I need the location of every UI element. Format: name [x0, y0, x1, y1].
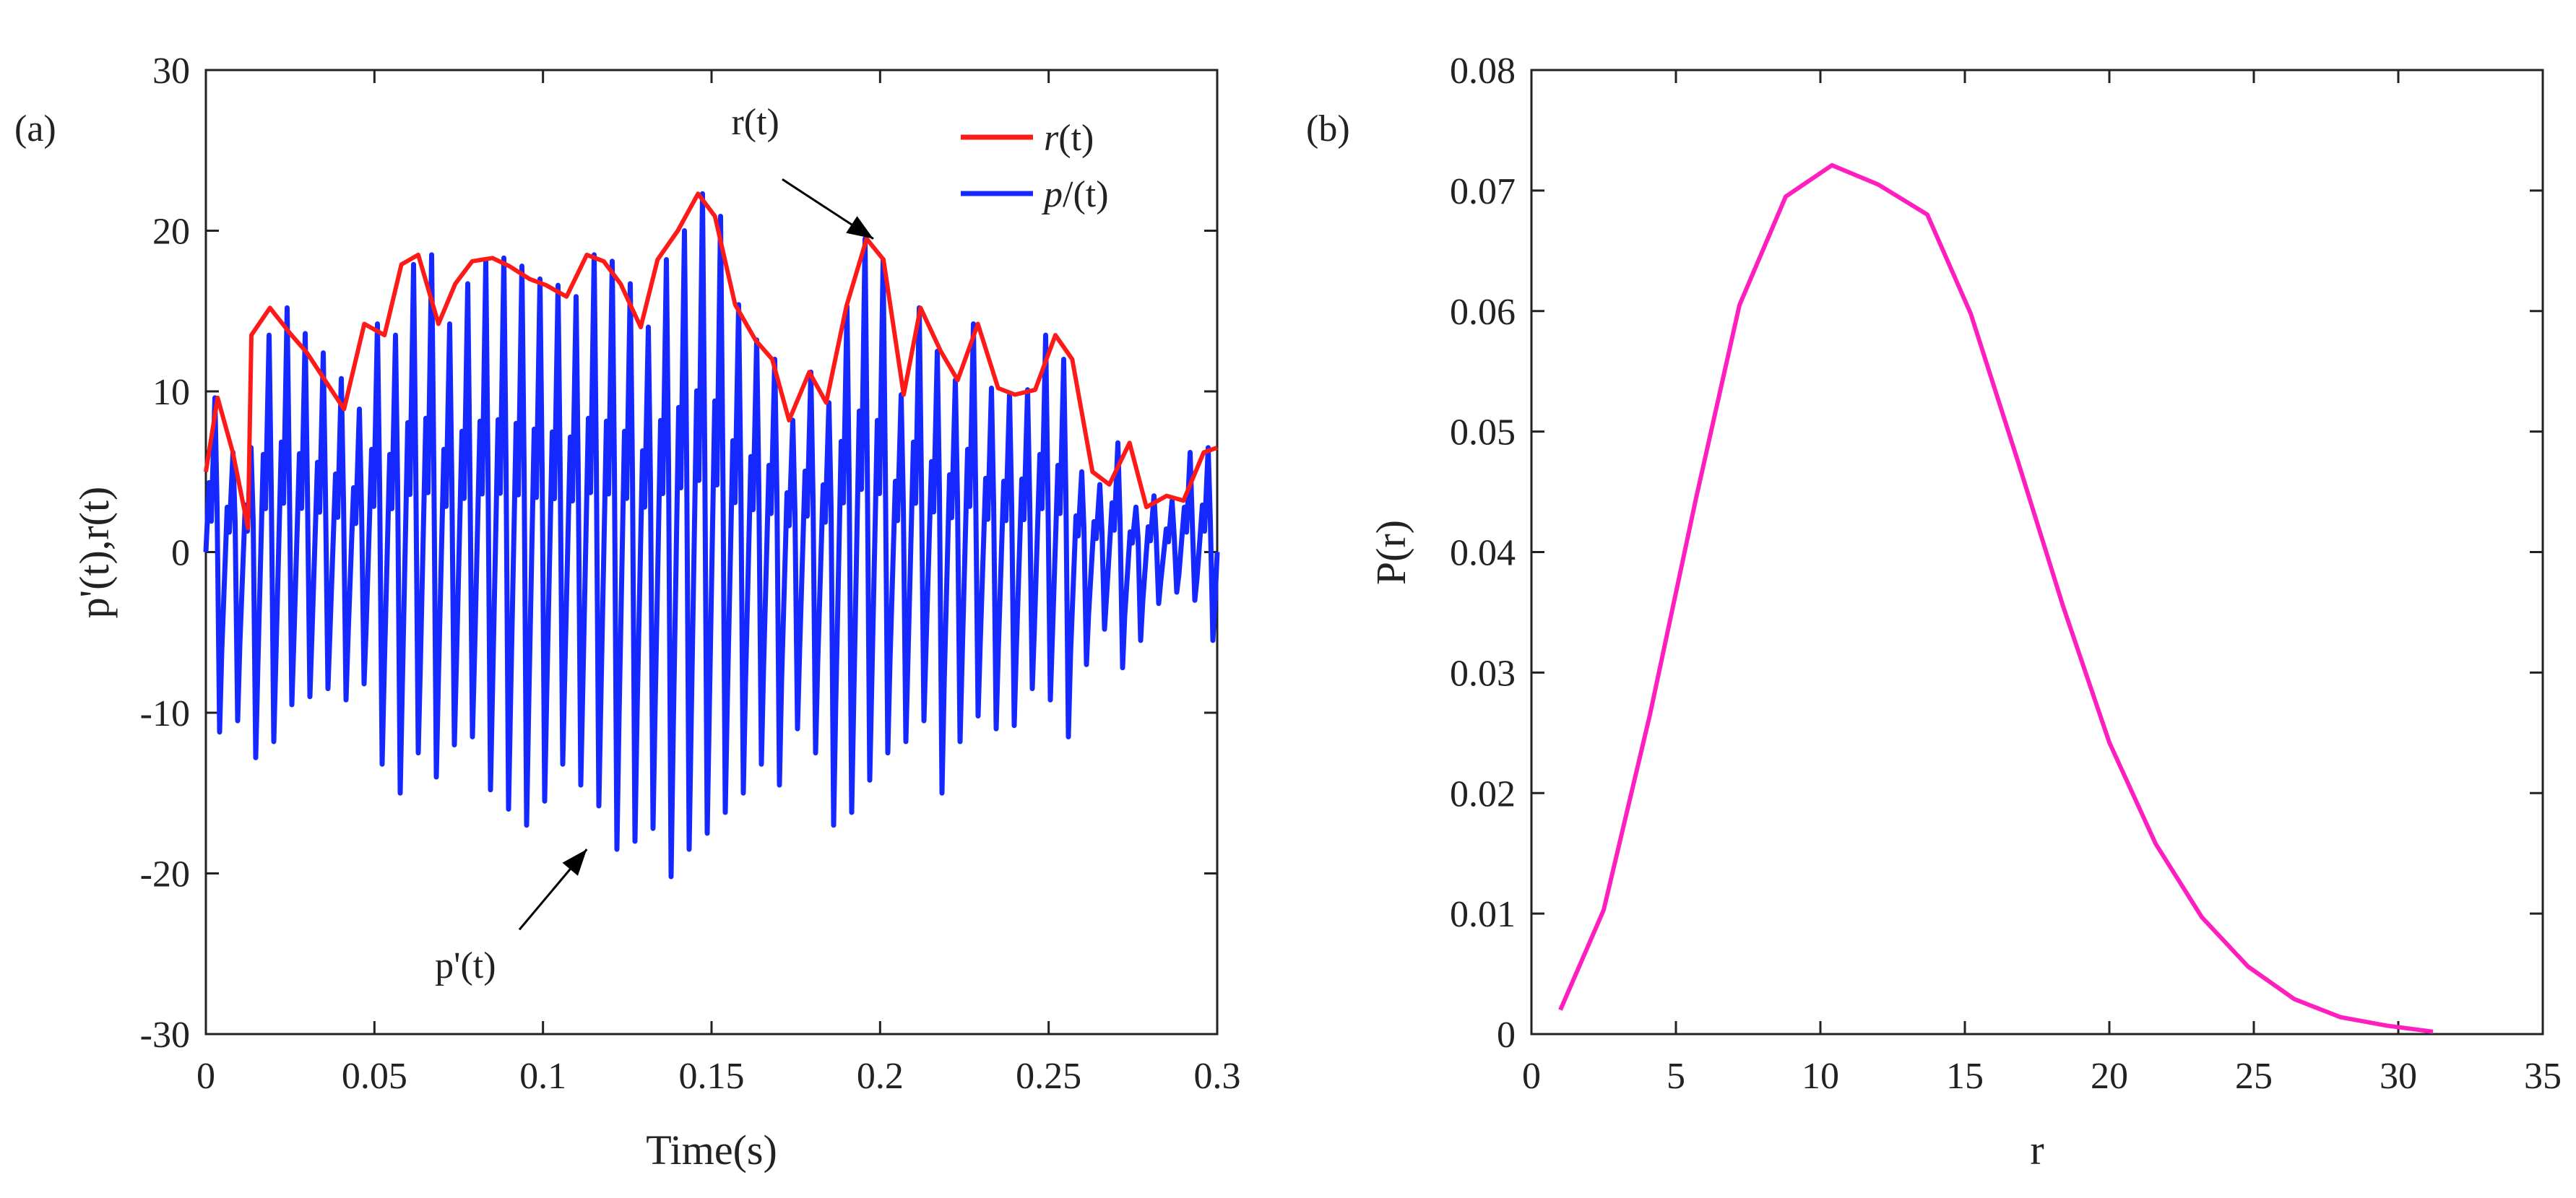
y-tick-label: 0.08	[1450, 51, 1516, 92]
panel-a-ticks: 0 0.05 0.1 0.15 0.2 0.25 0.3 -30 -20 -10 0 10 20 30	[140, 51, 1241, 1097]
panel-b-y-axis-title: P(r)	[1367, 520, 1414, 585]
y-tick-label: -20	[140, 854, 190, 895]
x-tick-label: 15	[1946, 1056, 1984, 1097]
x-tick-label: 0	[1522, 1056, 1541, 1097]
legend-label-r: r(t)	[1044, 118, 1094, 159]
x-tick-label: 0.05	[342, 1056, 407, 1097]
x-tick-label: 5	[1667, 1056, 1685, 1097]
panel-a-legend: r(t) p/(t)	[961, 118, 1109, 215]
y-tick-label: 0.05	[1450, 412, 1516, 453]
panel-b-label: (b)	[1306, 108, 1350, 149]
series-pr-line	[1558, 162, 2434, 1034]
y-tick-label: 0	[1497, 1015, 1516, 1056]
panel-a-plot-area	[203, 191, 1220, 880]
x-tick-label: 0	[196, 1056, 215, 1097]
x-tick-label: 30	[2380, 1056, 2417, 1097]
x-tick-label: 0.3	[1194, 1056, 1241, 1097]
y-tick-label: 0.01	[1450, 894, 1516, 935]
legend-label-p: p/(t)	[1041, 174, 1109, 215]
y-tick-label: 0.02	[1450, 773, 1516, 815]
panel-b-ticks: 0 5 10 15 20 25 30 35 0 0.01 0.02 0.03 0.04 0.05 0.06 0…	[1450, 51, 2562, 1097]
y-tick-label: 10	[152, 372, 190, 413]
y-tick-label: 0.03	[1450, 653, 1516, 694]
y-tick-label: 20	[152, 212, 190, 253]
annotation-r-arrow-head	[846, 216, 873, 239]
x-tick-label: 0.1	[519, 1056, 566, 1097]
x-tick-label: 25	[2235, 1056, 2273, 1097]
annotation-p-arrow-head	[562, 849, 587, 876]
panel-a-y-axis-title: p'(t),r(t)	[71, 487, 118, 619]
annotation-p-label: p'(t)	[435, 945, 496, 986]
panel-a-label: (a)	[14, 108, 56, 149]
annotation-r-label: r(t)	[731, 102, 779, 143]
x-tick-label: 0.15	[679, 1056, 745, 1097]
panel-b-x-axis-title: r	[2030, 1127, 2044, 1173]
y-tick-label: 0	[171, 533, 190, 574]
panel-b: (b) 0 5 10 15 20 25 30 3500.010.020.030.040.050…	[1306, 51, 2562, 1173]
x-tick-label: 20	[2091, 1056, 2128, 1097]
panel-a: (a) 0 0.05 0.1 0.15 0.2 0.25 0.3 -30 -20 -10 0 10 20…	[14, 51, 1241, 1173]
y-tick-label: -10	[140, 693, 190, 734]
y-tick-label: 0.04	[1450, 533, 1516, 574]
panel-a-annotations: r(t) p'(t)	[435, 102, 874, 986]
y-tick-label: 0.06	[1450, 292, 1516, 333]
panel-b-plot-area	[1558, 162, 2434, 1034]
x-tick-label: 10	[1802, 1056, 1839, 1097]
series-p-line	[203, 191, 1220, 880]
x-tick-label: 0.25	[1016, 1056, 1081, 1097]
y-tick-label: 30	[152, 51, 190, 92]
x-tick-label: 35	[2524, 1056, 2562, 1097]
y-tick-label: 0.07	[1450, 171, 1516, 212]
series-r-line	[204, 191, 1218, 531]
panel-a-x-axis-title: Time(s)	[646, 1127, 777, 1173]
y-tick-label: -30	[140, 1015, 190, 1056]
x-tick-label: 0.2	[857, 1056, 904, 1097]
